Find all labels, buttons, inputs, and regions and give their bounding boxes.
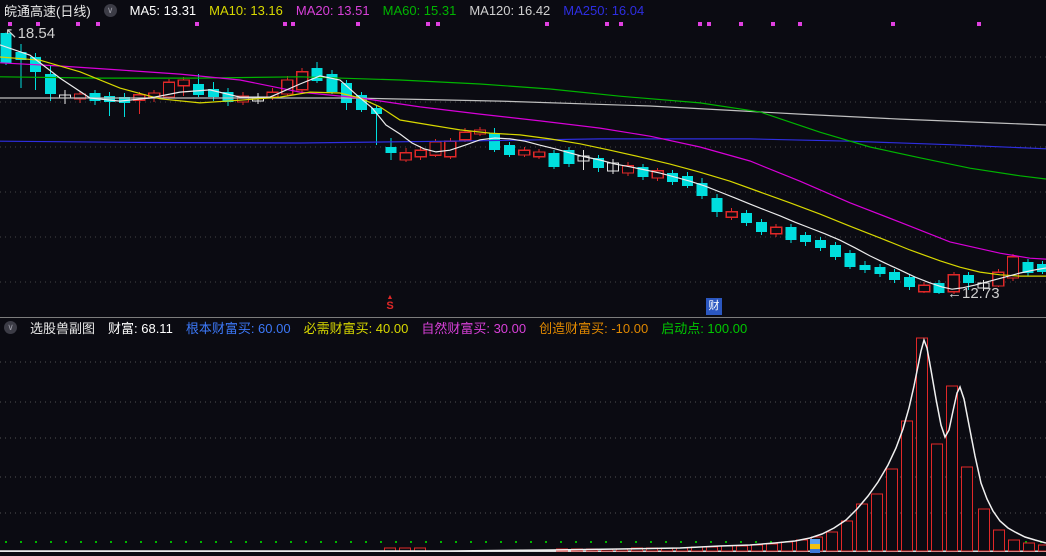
chevron-down-icon[interactable]: ∨ (4, 320, 17, 334)
ma-label: MA5: 13.31 (129, 2, 197, 18)
stock-title: 皖通高速(日线) (4, 3, 91, 19)
cai-badge: 财 (706, 298, 722, 315)
indicator-chart[interactable] (0, 336, 1046, 556)
ma-label: MA120: 16.42 (469, 2, 551, 18)
indicator-label: 启动点: 100.00 (661, 320, 748, 336)
indicator-label: 自然财富买: 30.00 (421, 320, 527, 336)
ma-label: MA20: 13.51 (295, 2, 370, 18)
panel-separator (0, 317, 1046, 318)
indicator-title: 选股兽副图 (30, 320, 96, 336)
indicator-label: 创造财富买: -10.00 (539, 320, 649, 336)
low-price-label: ←12.73 (947, 285, 1000, 302)
signal-letter: S (386, 300, 394, 312)
indicator-header: ∨ 选股兽副图 财富: 68.11 根本财富买: 60.00 必需财富买: 40.0… (0, 318, 1046, 336)
ma-label: MA10: 13.16 (209, 2, 283, 18)
indicator-label: 必需财富买: 40.00 (303, 320, 409, 336)
indicator-label: 根本财富买: 60.00 (185, 320, 291, 336)
indicator-legend: 财富: 68.11 根本财富买: 60.00 必需财富买: 40.00 自然财富买: … (108, 318, 747, 337)
signal-triangle-icon: ▲ (386, 294, 394, 301)
indicator-label: 财富: 68.11 (108, 320, 173, 336)
chevron-down-icon[interactable]: ∨ (103, 3, 117, 17)
sell-signal-marker: ▲ S (382, 294, 398, 312)
candlestick-chart[interactable] (0, 20, 1046, 317)
ma-label: MA60: 15.31 (382, 2, 457, 18)
main-chart-header: 皖通高速(日线) ∨ MA5: 13.31 MA10: 13.16 MA20: 13… (0, 0, 1046, 20)
ma-legend: MA5: 13.31 MA10: 13.16 MA20: 13.51 MA60: 15… (130, 3, 645, 18)
ma-label: MA250: 16.04 (563, 2, 645, 18)
high-price-label: ↖18.54 (5, 25, 56, 42)
